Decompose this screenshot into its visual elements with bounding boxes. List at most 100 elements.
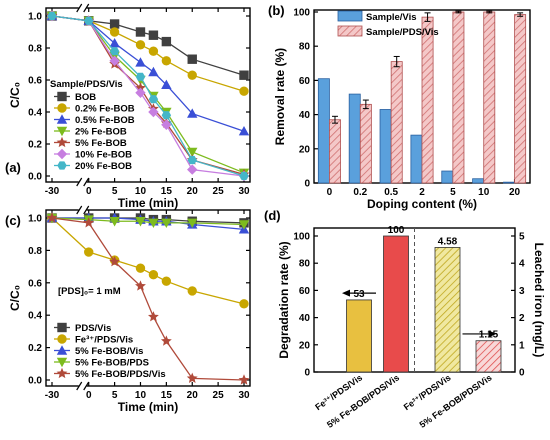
x-axis-title: Time (min): [118, 196, 178, 210]
y-tick-label: 20: [299, 340, 311, 351]
bar-0-3: [410, 134, 423, 184]
bar-1-2: [390, 61, 403, 184]
bar-value-label: 4.58: [438, 236, 458, 247]
data-point-2-3: [135, 57, 146, 67]
x-tick-label: 0.5: [384, 187, 398, 198]
series-line-2: [52, 217, 245, 230]
x-tick-label: 20: [509, 187, 521, 198]
data-point-0-7: [239, 70, 249, 80]
data-point-6-1: [84, 16, 94, 25]
x-tick-label: -30: [45, 186, 60, 197]
legend-entry: 2% Fe-BOB: [75, 127, 127, 138]
legend-swatch: [337, 10, 363, 22]
x-tick-label: 0.2: [353, 187, 367, 198]
legend-marker: [57, 91, 67, 102]
axis-break-mark: [76, 381, 83, 391]
bar-1: [383, 235, 409, 373]
y-tick-label: 60: [299, 76, 311, 87]
panel-a: 0.0 0.2 0.4 0.6 0.8 1.0 -30 0 5 10 15 20 25 30 Time (m…: [5, 3, 251, 210]
legend-entry: 5% Fe-BOB: [75, 138, 127, 149]
legend-entry: 0.2% Fe-BOB: [75, 104, 135, 115]
data-point-1-7: [239, 86, 249, 96]
legend-marker: [57, 161, 67, 170]
x-tick-label: 30: [238, 186, 250, 197]
y-tick-label: 0.6: [28, 278, 42, 289]
data-point-6-2: [109, 47, 120, 56]
legend-marker: [56, 345, 68, 355]
arrow-left-head: [342, 289, 350, 297]
data-point-1-4: [148, 270, 159, 280]
bar-3: [475, 340, 502, 373]
y-tick-label: 20: [299, 144, 311, 155]
y-tick-label: 80: [299, 42, 311, 53]
y-tick-label: 0.0: [28, 376, 42, 387]
data-point-4-4: [147, 311, 159, 322]
y-tick-label: 0.4: [28, 311, 42, 322]
data-point-2-4: [148, 66, 159, 77]
axis-break-mark: [76, 205, 83, 215]
bar-0-5: [472, 178, 485, 184]
series-line-4: [51, 217, 245, 381]
x-tick-label: 10: [135, 186, 147, 197]
y-tick-label: 100: [293, 8, 310, 19]
y-axis-title: C/C₀: [8, 285, 22, 311]
data-point-0-3: [135, 27, 146, 37]
data-point-4-6: [186, 372, 198, 383]
axis-break-mark: [83, 177, 90, 187]
y2-axis-title: Leached iron (mg/L): [532, 243, 546, 358]
legend-entry: Sample/PDS/Vis: [366, 27, 439, 38]
y-tick-label: 0.0: [28, 172, 42, 183]
legend-marker: [56, 367, 68, 379]
y2-tick-label: 0: [519, 368, 525, 379]
axis-break-mark: [76, 3, 83, 13]
axis-break-mark: [83, 3, 90, 13]
axis-break-mask: [78, 207, 87, 213]
x-tick-label: 5: [112, 186, 118, 197]
y-tick-label: 0: [304, 368, 310, 379]
data-point-3-4: [148, 218, 159, 229]
panel-c: 0.0 0.2 0.4 0.6 0.8 1.0 -30 0 5 10 15 20 25 30 Time (m…: [5, 205, 251, 414]
panel-label-d: (d): [264, 208, 281, 223]
panel-label-a: (a): [5, 160, 21, 175]
legend-entry: 10% Fe-BOB: [75, 150, 132, 161]
axis-break-mask: [78, 5, 87, 11]
data-point-0-6: [187, 54, 197, 64]
bar-1-0: [329, 119, 341, 184]
x-tick-label: 5: [112, 390, 118, 401]
y-tick-label: 40: [299, 313, 311, 324]
axis-break-mask: [78, 383, 87, 389]
bar-value-label: 100: [388, 225, 405, 236]
y-axis-title: Degradation rate (%): [277, 241, 291, 358]
legend-entry: Sample/Vis: [366, 12, 417, 23]
bar-value-label: 53: [353, 289, 365, 300]
axis-break-mark: [83, 381, 90, 391]
legend-title: Sample/PDS/Vis: [50, 79, 123, 90]
data-point-1-6: [187, 286, 197, 296]
y2-tick-label: 1: [519, 340, 525, 351]
legend-entry: 5% Fe-BOB/PDS/Vis: [75, 369, 166, 380]
data-point-3-7: [238, 220, 250, 230]
x-tick-label: 0: [327, 187, 333, 198]
legend-marker: [56, 148, 68, 160]
y2-tick-label: 3: [519, 286, 525, 297]
bar-0-6: [503, 181, 515, 184]
x-tick-label: 10: [135, 390, 147, 401]
y-axis-title: Removal rate (%): [273, 48, 287, 145]
y2-tick-label: 4: [519, 259, 525, 270]
legend-marker: [57, 334, 67, 344]
legend-marker: [57, 322, 67, 333]
data-point-1-5: [161, 276, 172, 286]
x-tick-label: 30: [238, 390, 250, 401]
y-tick-label: 1.0: [28, 214, 42, 225]
data-point-6-6: [187, 155, 197, 165]
axis-break-mark: [76, 177, 83, 187]
series-line-0: [51, 15, 245, 76]
data-point-6-4: [148, 95, 159, 104]
data-point-3-3: [135, 217, 146, 227]
x-axis-title: Doping content (%): [367, 197, 477, 211]
series-line-5: [51, 15, 245, 177]
y-tick-label: 0.2: [28, 343, 42, 354]
y-tick-label: 0: [304, 179, 310, 190]
data-point-2-6: [187, 108, 198, 118]
